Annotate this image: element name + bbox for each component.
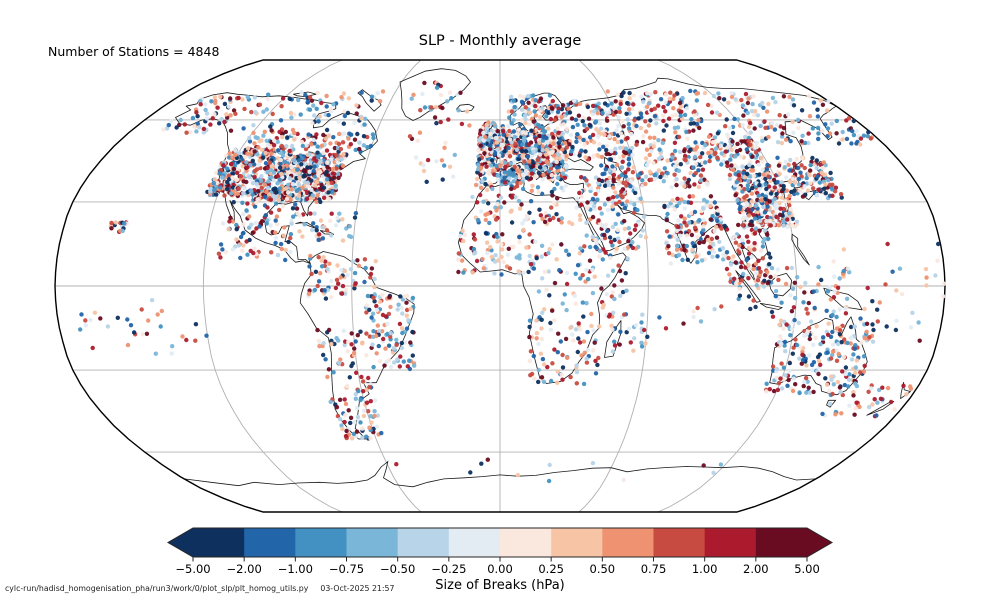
svg-text:−5.00: −5.00 bbox=[175, 562, 210, 576]
map-border bbox=[54, 59, 946, 513]
stations-count-label: Number of Stations = 4848 bbox=[48, 44, 220, 59]
svg-text:−0.75: −0.75 bbox=[329, 562, 364, 576]
colorbar-ticks bbox=[192, 557, 808, 562]
svg-text:−0.50: −0.50 bbox=[380, 562, 415, 576]
colorbar-segments bbox=[168, 528, 832, 557]
svg-text:0.75: 0.75 bbox=[641, 562, 667, 576]
svg-text:2.00: 2.00 bbox=[743, 562, 769, 576]
svg-text:5.00: 5.00 bbox=[794, 562, 820, 576]
colorbar-axis-label: Size of Breaks (hPa) bbox=[435, 578, 565, 593]
colorbar: −5.00 −2.00 −1.00 −0.75 −0.50 −0.25 0.00 0.25 0.… bbox=[167, 527, 833, 576]
chart-title: SLP - Monthly average bbox=[418, 33, 582, 49]
svg-text:1.00: 1.00 bbox=[692, 562, 718, 576]
station-dots-layer bbox=[78, 80, 947, 484]
svg-text:−2.00: −2.00 bbox=[227, 562, 262, 576]
svg-text:−0.25: −0.25 bbox=[431, 562, 466, 576]
footer: cylc-run/hadisd_homogenisation_pha/run3/… bbox=[5, 584, 394, 593]
svg-text:−1.00: −1.00 bbox=[278, 562, 313, 576]
svg-text:0.50: 0.50 bbox=[590, 562, 616, 576]
svg-text:0.00: 0.00 bbox=[487, 562, 513, 576]
colorbar-tick-labels: −5.00 −2.00 −1.00 −0.75 −0.50 −0.25 0.00 0.25 0.… bbox=[175, 562, 819, 576]
svg-text:0.25: 0.25 bbox=[538, 562, 564, 576]
graticule-layer bbox=[55, 59, 945, 513]
footer-script-path: cylc-run/hadisd_homogenisation_pha/run3/… bbox=[5, 584, 309, 593]
footer-timestamp: 03-Oct-2025 21:57 bbox=[320, 584, 395, 593]
